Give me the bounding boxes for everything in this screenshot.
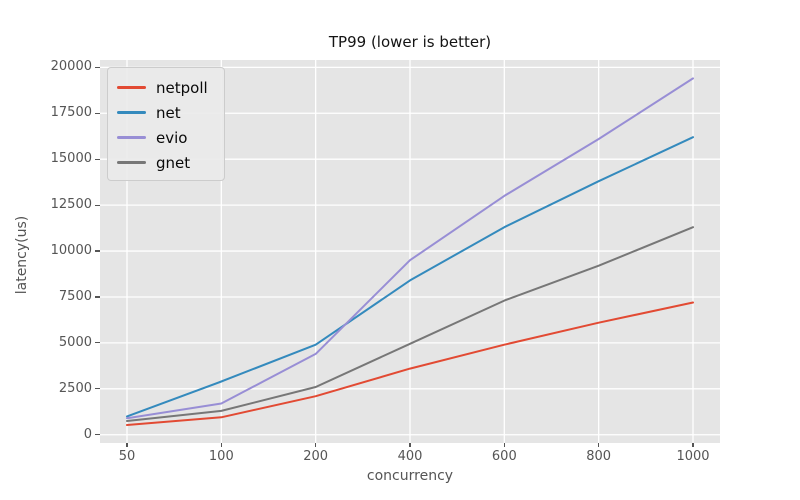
- legend: netpoll net evio gnet: [107, 67, 225, 181]
- y-tick-mark: [95, 342, 100, 344]
- y-tick-mark: [95, 434, 100, 436]
- y-tick-mark: [95, 204, 100, 206]
- x-tick-label: 50: [118, 449, 136, 464]
- x-tick-label: 200: [303, 449, 329, 464]
- y-tick-label: 12500: [50, 197, 92, 213]
- y-tick-label: 7500: [58, 288, 92, 304]
- x-tick-mark: [692, 443, 694, 447]
- x-tick-label: 600: [491, 449, 517, 464]
- plot-area: netpoll net evio gnet: [100, 60, 720, 443]
- x-tick-mark: [503, 443, 505, 447]
- x-tick-mark: [126, 443, 128, 447]
- y-tick-label: 0: [83, 426, 92, 442]
- y-tick-label: 17500: [50, 105, 92, 121]
- x-tick-label: 100: [208, 449, 234, 464]
- legend-swatch-evio: [117, 136, 146, 139]
- y-tick-mark: [95, 296, 100, 298]
- x-tick-mark: [220, 443, 222, 447]
- x-tick-mark: [409, 443, 411, 447]
- series-line-net: [126, 136, 694, 418]
- legend-item-netpoll: netpoll: [108, 75, 224, 100]
- legend-item-net: net: [108, 100, 224, 125]
- y-tick-mark: [95, 158, 100, 160]
- y-tick-mark: [95, 66, 100, 68]
- y-tick-mark: [95, 388, 100, 390]
- series-line-gnet: [126, 226, 694, 422]
- x-tick-mark: [315, 443, 317, 447]
- x-tick-mark: [598, 443, 600, 447]
- y-tick-mark: [95, 250, 100, 252]
- x-tick-label: 800: [586, 449, 612, 464]
- legend-label: gnet: [156, 153, 191, 172]
- series-line-evio: [126, 77, 694, 420]
- y-tick-label: 20000: [50, 59, 92, 75]
- legend-swatch-gnet: [117, 161, 146, 164]
- x-tick-label: 1000: [676, 449, 710, 464]
- y-tick-mark: [95, 112, 100, 114]
- legend-item-gnet: gnet: [108, 150, 224, 175]
- legend-label: evio: [156, 128, 188, 147]
- legend-swatch-netpoll: [117, 86, 146, 89]
- legend-swatch-net: [117, 111, 146, 114]
- x-tick-label: 400: [397, 449, 423, 464]
- y-tick-label: 10000: [50, 243, 92, 259]
- y-tick-label: 5000: [58, 334, 92, 350]
- legend-item-evio: evio: [108, 125, 224, 150]
- x-axis-label: concurrency: [366, 468, 454, 484]
- y-tick-label: 2500: [58, 380, 92, 396]
- legend-label: netpoll: [156, 78, 208, 97]
- series-line-netpoll: [126, 301, 694, 426]
- y-tick-label: 15000: [50, 151, 92, 167]
- legend-label: net: [156, 103, 181, 122]
- chart-title: TP99 (lower is better): [328, 33, 492, 51]
